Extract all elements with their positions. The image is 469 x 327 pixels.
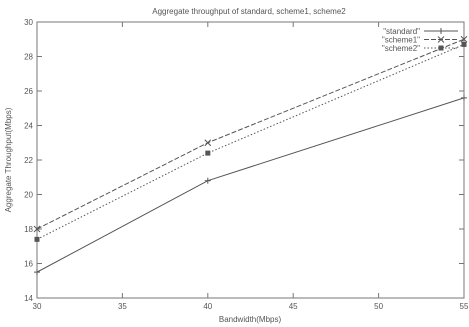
data-point-2: [33, 225, 41, 233]
y-tick-label: 14: [24, 294, 33, 303]
y-tick-label: 28: [24, 53, 33, 62]
data-point-1: [204, 177, 211, 184]
y-tick-label: 16: [24, 260, 33, 269]
chart-title: Aggregate throughput of standard, scheme…: [152, 7, 346, 16]
y-tick-label: 18: [24, 225, 33, 234]
legend: "standard""scheme1""scheme2": [382, 27, 458, 53]
legend-label-3: "scheme2": [382, 44, 420, 53]
y-tick-label: 22: [24, 156, 33, 165]
x-axis: 30 35 40 45 50 55: [33, 22, 469, 311]
series-line-3: [36, 43, 465, 240]
legend-marker-3: [438, 45, 444, 51]
legend-label-1: "standard": [383, 27, 420, 36]
x-tick-label: 50: [374, 302, 383, 311]
data-point-3: [461, 41, 467, 47]
legend-marker-1: [438, 28, 444, 34]
y-tick-label: 30: [24, 18, 33, 27]
data-point-1: [34, 269, 40, 276]
y-tick-label: 24: [24, 122, 33, 131]
y-axis: 14 16 18 20 22 24 26 28 30: [24, 18, 464, 303]
x-tick-label: 45: [289, 302, 298, 311]
x-tick-label: 35: [118, 302, 127, 311]
series-line-1: [36, 97, 465, 273]
data-point-3: [34, 236, 40, 242]
data-point-3: [205, 150, 211, 156]
series-line-2: [36, 38, 465, 230]
data-point-1: [461, 94, 467, 101]
series-layer: [33, 35, 468, 276]
data-point-2: [204, 139, 212, 147]
x-tick-label: 40: [203, 302, 212, 311]
x-tick-label: 30: [33, 302, 42, 311]
data-point-2: [460, 35, 468, 43]
y-tick-label: 26: [24, 87, 33, 96]
plot-frame: [36, 21, 465, 299]
x-axis-label: Bandwidth(Mbps): [219, 315, 282, 324]
legend-label-2: "scheme1": [382, 36, 420, 45]
y-tick-label: 20: [24, 191, 33, 200]
y-axis-label: Aggregate Throughput(Mbps): [4, 107, 13, 212]
x-tick-label: 55: [460, 302, 469, 311]
legend-marker-2: [437, 36, 445, 43]
